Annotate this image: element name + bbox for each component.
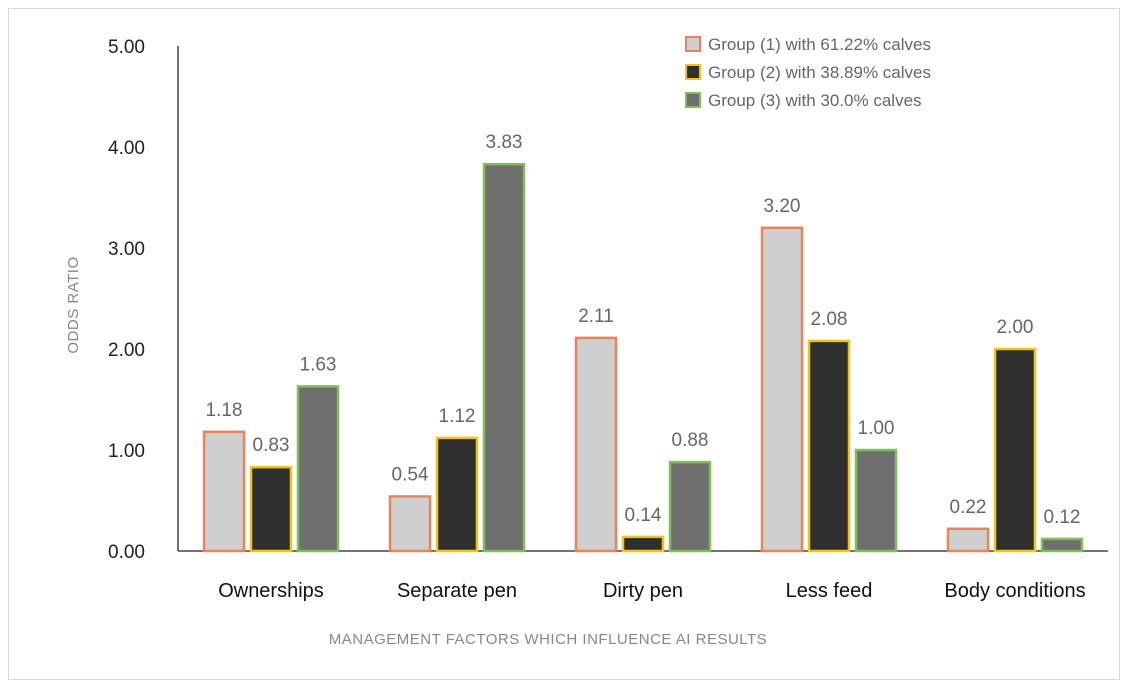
data-label: 0.14 (625, 505, 662, 526)
data-label: 2.11 (578, 306, 614, 327)
y-tick-label: 0.00 (108, 542, 145, 563)
data-label: 0.12 (1044, 507, 1081, 528)
legend: Group (1) with 61.22% calves Group (2) wi… (685, 35, 931, 110)
bar-series-1-dirty-pen (574, 336, 618, 553)
legend-label: Group (3) with 30.0% calves (708, 91, 922, 110)
y-axis-title: ODDS RATIO (65, 256, 82, 353)
chart-frame (8, 8, 1120, 680)
y-tick-label: 5.00 (108, 37, 145, 58)
bar-series-2-less-feed (807, 339, 851, 553)
category-label: Separate pen (397, 580, 517, 602)
data-label: 2.00 (997, 317, 1034, 338)
bar-series-3-dirty-pen (668, 460, 712, 553)
bars (202, 162, 1084, 553)
x-axis-title: MANAGEMENT FACTORS WHICH INFLUENCE AI RE… (329, 631, 767, 648)
bar-series-1-ownerships (202, 430, 246, 553)
data-label: 0.54 (392, 464, 429, 485)
legend-swatch (685, 92, 701, 108)
bar-series-3-less-feed (854, 448, 898, 553)
data-label: 0.83 (253, 435, 290, 456)
bar-series-3-ownerships (296, 385, 340, 553)
data-label: 1.12 (439, 406, 476, 427)
y-tick-label: 4.00 (108, 138, 145, 159)
data-label: 3.83 (486, 132, 523, 153)
bar-series-2-dirty-pen (621, 535, 665, 553)
bar-series-2-separate-pen (435, 436, 479, 553)
legend-swatch (685, 36, 701, 52)
y-tick-label: 1.00 (108, 441, 145, 462)
data-labels: 1.18 0.83 1.63 0.54 1.12 3.83 2.11 0.14 0.88 3.20… (206, 132, 1081, 528)
y-axis-ticks: 0.00 1.00 2.00 3.00 4.00 5.00 (108, 37, 145, 563)
legend-label: Group (1) with 61.22% calves (708, 35, 931, 54)
bar-series-1-body-conditions (946, 527, 990, 553)
data-label: 0.22 (950, 497, 987, 518)
category-label: Dirty pen (603, 580, 683, 602)
data-label: 0.88 (672, 430, 709, 451)
y-tick-label: 3.00 (108, 239, 145, 260)
data-label: 2.08 (811, 309, 848, 330)
y-tick-label: 2.00 (108, 340, 145, 361)
bar-series-2-body-conditions (993, 347, 1037, 553)
bar-series-3-separate-pen (482, 162, 526, 553)
data-label: 1.63 (300, 354, 337, 375)
data-label: 1.18 (206, 400, 243, 421)
bar-series-1-less-feed (760, 226, 804, 553)
bar-series-3-body-conditions (1040, 537, 1084, 553)
category-labels: Ownerships Separate pen Dirty pen Less feed… (218, 580, 1085, 602)
category-label: Ownerships (218, 580, 324, 602)
legend-label: Group (2) with 38.89% calves (708, 63, 931, 82)
data-label: 3.20 (764, 196, 801, 217)
category-label: Less feed (786, 580, 873, 602)
data-label: 1.00 (858, 418, 895, 439)
legend-swatch (685, 64, 701, 80)
bar-series-1-separate-pen (388, 495, 432, 553)
bar-series-2-ownerships (249, 465, 293, 553)
category-label: Body conditions (944, 580, 1085, 602)
